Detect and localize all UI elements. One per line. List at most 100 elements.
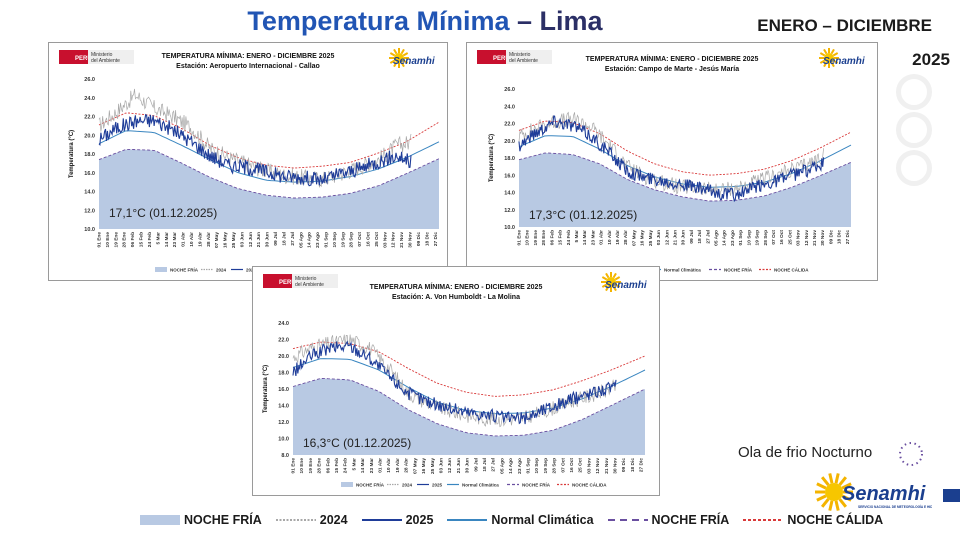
x-tick-label: 18 Dic: [424, 232, 430, 246]
y-tick-label: 22.0: [84, 115, 95, 121]
x-tick-label: 28 Ene: [122, 232, 128, 248]
ministry-text: Ministerio: [295, 276, 317, 282]
x-tick-label: 27 Dic: [845, 230, 851, 244]
x-tick-label: 01 Ene: [97, 232, 103, 248]
x-tick-label: 09 Jul: [689, 230, 695, 244]
noche-fria-line: [98, 148, 440, 199]
mini-legend-label: NOCHE FRÍA: [522, 481, 551, 488]
x-tick-label: 09 Jul: [473, 458, 479, 472]
x-tick-label: 06 Feb: [325, 458, 331, 473]
x-tick-label: 10 Sep: [534, 458, 540, 474]
legend-item: 2024: [275, 513, 348, 527]
x-tick-label: 5 Mar: [155, 232, 161, 245]
x-tick-label: 03 Nov: [382, 232, 388, 248]
x-tick-label: 18 Jul: [281, 232, 287, 246]
x-tick-label: 16 May: [640, 230, 646, 246]
mini-legend-item: NOCHE CÁLIDA: [557, 482, 607, 488]
peru-tag-text: PERÚ: [75, 55, 92, 62]
mini-legend-swatch: [341, 482, 353, 487]
x-tick-label: 19 Sep: [340, 232, 346, 248]
x-tick-label: 25 Oct: [374, 232, 380, 247]
x-tick-label: 14 Ago: [722, 230, 728, 246]
year-label: 2025: [912, 50, 950, 69]
title-main: Temperatura Mínima: [247, 6, 510, 36]
x-tick-label: 18 Jul: [697, 230, 703, 244]
x-tick-label: 10 Abr: [607, 230, 613, 245]
senamhi-big-wordmark: Senamhi: [842, 483, 926, 505]
x-tick-label: 5 Mar: [574, 230, 580, 243]
x-tick-label: 14 Ago: [508, 458, 514, 474]
peru-tag: [491, 50, 506, 64]
x-tick-label: 28 Abr: [404, 458, 410, 473]
normal-climatica-line: [98, 130, 440, 183]
mini-legend-item: Normal Climática: [447, 483, 499, 488]
senamhi-big-sun-icon: [815, 473, 853, 511]
x-tick-label: 01 Ene: [291, 458, 297, 474]
senamhi-logo: Senamhi SERVICIO NACIONAL DE METEOROLOGÍA…: [812, 470, 960, 531]
legend-swatch: [607, 519, 648, 521]
senamhi-sun-icon: [389, 48, 409, 68]
y-tick-label: 14.0: [84, 190, 95, 196]
x-tick-label: 15 Feb: [139, 232, 145, 247]
x-tick-label: 05 Ago: [298, 232, 304, 248]
x-tick-label: 01 Abr: [378, 458, 384, 473]
x-tick-label: 30 Jun: [265, 232, 271, 247]
x-tick-label: 24 Feb: [566, 230, 572, 245]
mini-legend-label: NOCHE FRÍA: [356, 481, 385, 488]
x-tick-label: 12 Jun: [664, 230, 670, 245]
x-tick-label: 16 Oct: [779, 230, 785, 245]
x-tick-label: 19 Abr: [615, 230, 621, 245]
mini-legend-item: NOCHE FRÍA: [155, 266, 199, 273]
chart-title: TEMPERATURA MÍNIMA: ENERO - DICIEMBRE 20…: [370, 282, 543, 291]
x-tick-label: 01 Sep: [324, 232, 330, 248]
mini-legend-label: 2025: [246, 268, 257, 273]
x-tick-label: 07 Oct: [357, 232, 363, 247]
x-tick-label: 19 Ene: [533, 230, 539, 246]
x-tick-label: 01 Sep: [738, 230, 744, 246]
y-tick-label: 16.0: [504, 173, 515, 179]
peru-flag-icon: [59, 50, 73, 64]
mini-legend-label: NOCHE CÁLIDA: [572, 482, 607, 488]
chart-title: TEMPERATURA MÍNIMA: ENERO - DICIEMBRE 20…: [162, 51, 335, 60]
x-tick-label: 14 Mar: [164, 232, 170, 247]
y-tick-label: 12.0: [278, 420, 289, 426]
y-tick-label: 10.0: [278, 437, 289, 443]
senamhi-sun-icon: [601, 272, 621, 292]
x-tick-label: 10 Sep: [332, 232, 338, 248]
x-tick-label: 21 Jun: [256, 232, 262, 247]
senamhi-caption: SERVICIO NACIONAL DE METEOROLOGÍA E HIDR…: [858, 504, 932, 509]
x-tick-label: 03 Jun: [239, 232, 245, 247]
ministry-text: del Ambiente: [509, 58, 538, 64]
mini-legend-item: 2025: [231, 268, 257, 273]
x-tick-label: 25 May: [231, 232, 237, 248]
legend-swatch: [140, 515, 180, 525]
x-tick-label: 25 Oct: [578, 458, 584, 473]
mini-legend-label: 2024: [402, 483, 413, 488]
x-tick-label: 06 Feb: [549, 230, 555, 245]
ministry-box: [506, 50, 552, 64]
mini-legend-label: NOCHE FRÍA: [170, 266, 199, 273]
x-tick-label: 01 Ene: [517, 230, 523, 246]
y-tick-label: 12.0: [504, 208, 515, 214]
x-tick-label: 23 Mar: [590, 230, 596, 245]
legend-label: NOCHE FRÍA: [184, 513, 262, 527]
series-2025-line: [98, 113, 412, 187]
x-tick-label: 28 Sep: [763, 230, 769, 246]
x-tick-label: 03 Jun: [439, 458, 445, 473]
x-tick-label: 16 Oct: [569, 458, 575, 473]
x-tick-label: 12 Jun: [447, 458, 453, 473]
x-tick-label: 15 Feb: [334, 458, 340, 473]
x-tick-label: 21 Nov: [604, 458, 610, 474]
x-tick-label: 01 Abr: [599, 230, 605, 245]
nav-square[interactable]: [943, 489, 960, 502]
page-title: Temperatura Mínima – Lima: [0, 6, 850, 37]
x-tick-label: 07 May: [631, 230, 637, 246]
chart-annotation: 17,1°C (01.12.2025): [109, 206, 217, 220]
x-tick-label: 28 Sep: [552, 458, 558, 474]
y-tick-label: 18.0: [504, 156, 515, 162]
x-tick-label: 27 Jul: [290, 232, 296, 246]
mini-legend-label: NOCHE FRÍA: [724, 266, 753, 273]
